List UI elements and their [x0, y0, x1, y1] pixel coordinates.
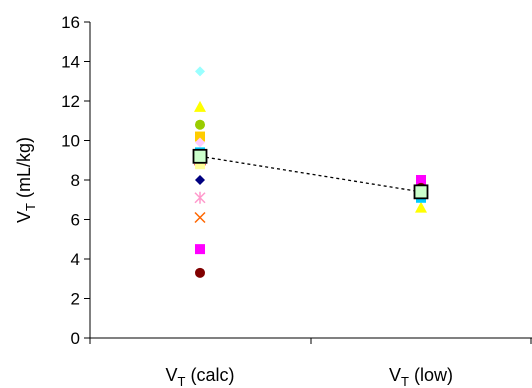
data-point [195, 159, 205, 170]
x-category-label: VT (low) [389, 365, 453, 388]
data-point [195, 66, 205, 77]
data-point [416, 175, 426, 185]
mean-point [413, 184, 429, 200]
y-tick-label: 2 [71, 290, 80, 309]
data-point [415, 201, 427, 213]
data-point [195, 175, 205, 185]
data-point [195, 267, 205, 278]
data-point [195, 131, 205, 142]
y-tick-label: 10 [61, 132, 80, 151]
data-point [194, 211, 206, 224]
x-category-label: VT (calc) [166, 365, 235, 388]
data-point [195, 119, 205, 130]
y-tick-label: 12 [61, 92, 80, 111]
data-point [195, 244, 205, 255]
y-tick-label: 14 [61, 53, 80, 72]
y-tick-label: 0 [71, 329, 80, 348]
y-tick-label: 16 [61, 13, 80, 32]
y-tick-label: 4 [71, 250, 80, 269]
mean-point [192, 148, 208, 164]
y-tick-label: 8 [71, 171, 80, 190]
y-axis-title: VT (mL/kg) [14, 137, 38, 223]
data-point [194, 191, 206, 204]
data-point [195, 137, 205, 148]
mean-connector-line [199, 155, 422, 193]
y-tick-label: 6 [71, 211, 80, 230]
data-point [194, 100, 206, 112]
